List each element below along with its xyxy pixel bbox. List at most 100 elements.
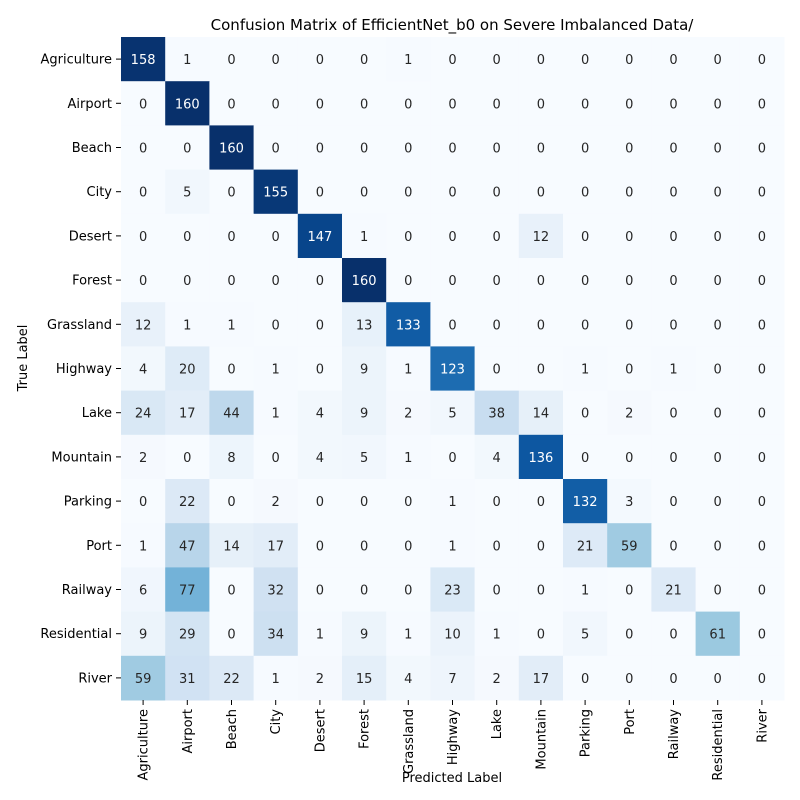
cell-value-label: 0 <box>183 451 191 466</box>
cell-value-label: 0 <box>581 274 589 289</box>
cell-value-label: 0 <box>537 363 545 378</box>
heatmap-cell <box>253 258 299 303</box>
heatmap-cell <box>165 125 210 171</box>
heatmap-cell <box>563 302 608 347</box>
heatmap-cell <box>386 125 431 171</box>
cell-value-label: 2 <box>625 407 633 422</box>
cell-value-label: 0 <box>714 407 722 422</box>
heatmap-cell <box>607 611 652 657</box>
heatmap-cells: 158 1 0 0 0 0 1 0 0 0 0 0 0 0 00 160 0 0 0 0 0 0 0 0 0 0 0 0 00 0 160 0… <box>121 37 785 701</box>
cell-value-label: 0 <box>227 584 235 599</box>
cell-value-label: 1 <box>669 363 677 378</box>
heatmap-cell <box>518 213 564 259</box>
x-tick-label: Desert <box>313 709 328 752</box>
heatmap-cell <box>386 81 431 126</box>
cell-value-label: 0 <box>625 318 633 333</box>
cell-value-label: 0 <box>581 451 589 466</box>
x-tick-label: Grassland <box>402 709 417 774</box>
cell-value-label: 0 <box>758 363 766 378</box>
cell-value-label: 0 <box>581 186 589 201</box>
heatmap-cell <box>165 567 210 613</box>
cell-value-label: 0 <box>669 451 677 466</box>
cell-value-label: 0 <box>669 186 677 201</box>
cell-value-label: 0 <box>493 363 501 378</box>
cell-value-label: 0 <box>493 539 501 554</box>
heatmap-cell <box>430 37 476 82</box>
heatmap-cell <box>474 125 520 171</box>
heatmap-cell <box>607 213 652 259</box>
heatmap-cell <box>253 169 299 215</box>
heatmap-cell <box>518 567 564 613</box>
cell-value-label: 0 <box>625 230 633 245</box>
cell-value-label: 1 <box>493 628 501 643</box>
y-tick-label: Agriculture <box>41 53 113 68</box>
heatmap-cell <box>518 37 564 82</box>
heatmap-cell <box>518 611 564 657</box>
x-tick-label: Agriculture <box>137 709 152 781</box>
cell-value-label: 0 <box>758 230 766 245</box>
cell-value-label: 0 <box>581 97 589 112</box>
cell-value-label: 0 <box>669 97 677 112</box>
cell-value-label: 0 <box>404 230 412 245</box>
cell-value-label: 0 <box>625 628 633 643</box>
heatmap-cell <box>342 169 387 215</box>
cell-value-label: 0 <box>714 672 722 687</box>
cell-value-label: 160 <box>219 142 244 157</box>
heatmap-cell <box>739 37 785 82</box>
cell-value-label: 0 <box>537 53 545 68</box>
cell-value-label: 0 <box>758 53 766 68</box>
cell-value-label: 21 <box>665 584 682 599</box>
heatmap-cell <box>209 479 255 524</box>
cell-value-label: 2 <box>404 407 412 422</box>
heatmap-cell <box>695 125 741 171</box>
cell-value-label: 0 <box>360 539 368 554</box>
cell-value-label: 0 <box>448 142 456 157</box>
heatmap-cell <box>607 567 652 613</box>
heatmap-cell <box>165 258 210 303</box>
heatmap-cell <box>607 655 652 701</box>
cell-value-label: 0 <box>714 97 722 112</box>
heatmap-cell <box>739 479 785 524</box>
heatmap-cell <box>342 258 387 303</box>
heatmap-cell <box>209 611 255 657</box>
cell-value-label: 0 <box>669 53 677 68</box>
heatmap-cell <box>342 611 387 657</box>
cell-value-label: 0 <box>227 97 235 112</box>
cell-value-label: 0 <box>227 230 235 245</box>
heatmap-cell <box>695 434 741 480</box>
x-tick-label: Parking <box>579 709 594 757</box>
cell-value-label: 0 <box>360 53 368 68</box>
y-tick-label: Railway <box>62 583 113 598</box>
cell-value-label: 5 <box>360 451 368 466</box>
heatmap-cell <box>253 81 299 126</box>
heatmap-cell <box>607 346 652 392</box>
cell-value-label: 1 <box>581 363 589 378</box>
cell-value-label: 0 <box>316 539 324 554</box>
x-tick-label: River <box>755 708 770 742</box>
cell-value-label: 0 <box>537 539 545 554</box>
heatmap-cell <box>386 434 431 480</box>
heatmap-cell <box>342 81 387 126</box>
heatmap-cell <box>430 567 476 613</box>
cell-value-label: 34 <box>267 628 284 643</box>
cell-value-label: 5 <box>448 407 456 422</box>
heatmap-cell <box>739 567 785 613</box>
heatmap-cell <box>209 655 255 701</box>
y-tick-label: City <box>87 185 113 200</box>
cell-value-label: 24 <box>135 407 152 422</box>
cell-value-label: 0 <box>581 407 589 422</box>
cell-value-label: 8 <box>227 451 235 466</box>
cell-value-label: 1 <box>139 539 147 554</box>
x-tick-label: Railway <box>667 709 682 760</box>
heatmap-cell <box>430 346 476 392</box>
cell-value-label: 1 <box>404 628 412 643</box>
heatmap-cell <box>474 434 520 480</box>
heatmap-cell <box>253 346 299 392</box>
heatmap-cell <box>209 125 255 171</box>
heatmap-cell <box>121 479 166 524</box>
cell-value-label: 0 <box>139 230 147 245</box>
heatmap-cell <box>253 655 299 701</box>
heatmap-cell <box>474 611 520 657</box>
heatmap-cell <box>474 655 520 701</box>
cell-value-label: 123 <box>440 363 465 378</box>
